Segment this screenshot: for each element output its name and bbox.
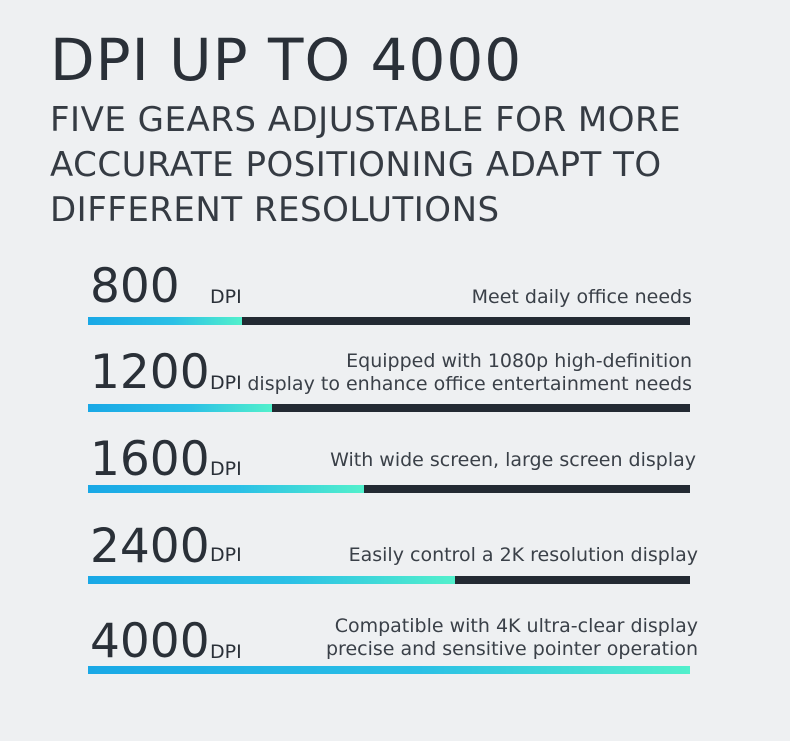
dpi-progress-bar	[88, 404, 690, 412]
dpi-unit: DPI	[210, 286, 242, 308]
dpi-progress-bar	[88, 317, 690, 325]
dpi-progress-fill	[88, 404, 272, 412]
dpi-progress-fill	[88, 576, 455, 584]
page-title: DPI UP TO 4000	[50, 26, 523, 94]
dpi-progress-fill	[88, 485, 364, 493]
dpi-description-line: precise and sensitive pointer operation	[325, 638, 698, 660]
page-subtitle: FIVE GEARS ADJUSTABLE FOR MORE ACCURATE …	[50, 100, 682, 230]
dpi-unit: DPI	[210, 641, 242, 663]
dpi-value: 1200	[90, 345, 210, 400]
dpi-value: 1600	[90, 432, 210, 487]
dpi-progress-bar	[88, 666, 690, 674]
dpi-progress-fill	[88, 317, 242, 325]
dpi-unit: DPI	[210, 544, 242, 566]
dpi-description-line: Compatible with 4K ultra-clear display	[334, 615, 698, 637]
dpi-progress-bar	[88, 485, 690, 493]
dpi-description: Meet daily office needs	[472, 286, 692, 309]
dpi-progress-fill	[88, 666, 690, 674]
dpi-value: 2400	[90, 519, 210, 574]
dpi-description: With wide screen, large screen display	[330, 449, 696, 472]
dpi-value: 800	[90, 259, 180, 314]
dpi-description-line: Easily control a 2K resolution display	[348, 544, 698, 566]
dpi-description: Equipped with 1080p high-definition disp…	[247, 350, 692, 396]
dpi-description-line: With wide screen, large screen display	[330, 449, 696, 471]
dpi-description-line: display to enhance office entertainment …	[247, 373, 692, 395]
dpi-description: Compatible with 4K ultra-clear display p…	[326, 615, 698, 661]
dpi-unit: DPI	[210, 372, 242, 394]
dpi-value: 4000	[90, 614, 210, 669]
dpi-description-line: Meet daily office needs	[471, 286, 692, 308]
dpi-description-line: Equipped with 1080p high-definition	[346, 350, 692, 372]
dpi-description: Easily control a 2K resolution display	[349, 544, 698, 567]
dpi-unit: DPI	[210, 458, 242, 480]
dpi-progress-bar	[88, 576, 690, 584]
